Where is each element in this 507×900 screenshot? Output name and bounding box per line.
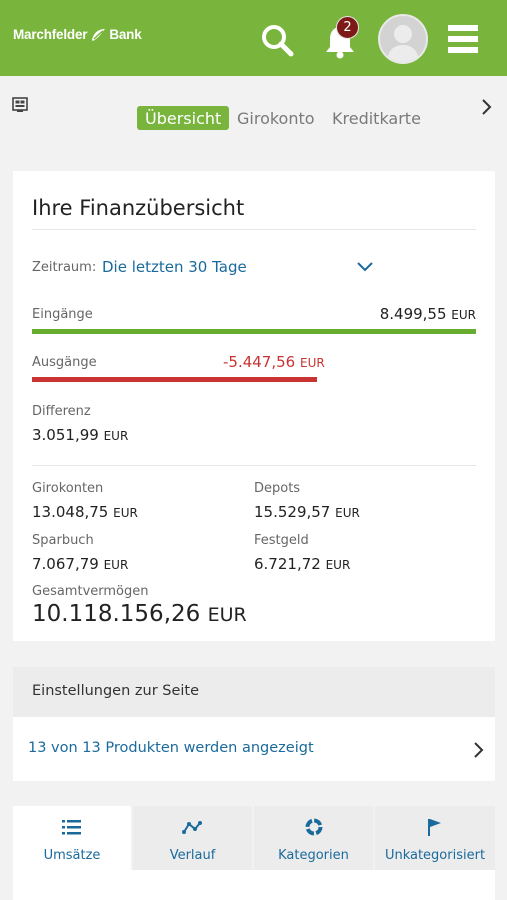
- income-amount: 8.499,55: [379, 305, 447, 323]
- festgeld-label: Festgeld: [254, 533, 309, 548]
- income-label: Eingänge: [32, 307, 93, 322]
- girokonten-amount: 13.048,75: [32, 503, 109, 521]
- depots-label: Depots: [254, 481, 301, 496]
- notification-badge[interactable]: 2: [336, 16, 359, 39]
- festgeld-amount: 6.721,72: [254, 555, 321, 573]
- expense-bar: [32, 377, 317, 382]
- flag-icon: [428, 819, 441, 836]
- difference-amount: 3.051,99: [32, 426, 99, 444]
- logo-text-right: Bank: [109, 27, 142, 42]
- hamburger-menu-icon[interactable]: [448, 25, 478, 53]
- sparbuch-unit: EUR: [103, 558, 129, 572]
- list-icon: [62, 820, 81, 835]
- depots-value: 15.529,57 EUR: [254, 503, 360, 521]
- girokonten-label: Girokonten: [32, 481, 104, 496]
- finance-overview-card: Ihre Finanzübersicht Zeitraum: Die letzt…: [13, 171, 495, 641]
- depots-unit: EUR: [335, 506, 360, 520]
- total-assets-amount: 10.118.156,26: [32, 601, 201, 627]
- tab-girokonto[interactable]: Girokonto: [237, 108, 315, 128]
- girokonten-unit: EUR: [113, 506, 138, 520]
- total-assets-value: 10.118.156,26 EUR: [32, 601, 247, 627]
- card-title: Ihre Finanzübersicht: [32, 196, 245, 220]
- divider: [32, 465, 476, 466]
- dashboard-grid-icon[interactable]: [12, 97, 28, 113]
- donut-chart-icon: [305, 818, 323, 836]
- tab-verlauf-label: Verlauf: [169, 848, 216, 863]
- tab-umsaetze-label: Umsätze: [43, 848, 101, 863]
- sparbuch-value: 7.067,79 EUR: [32, 555, 128, 573]
- tab-unkategorisiert-label: Unkategorisiert: [384, 848, 486, 863]
- search-icon[interactable]: [259, 22, 295, 58]
- expense-unit: EUR: [300, 356, 325, 370]
- products-shown-row[interactable]: 13 von 13 Produkten werden angezeigt: [13, 717, 495, 781]
- app-header: Marchfelder Bank 2: [0, 0, 507, 76]
- leaf-logo-icon: [92, 28, 106, 41]
- tab-verlauf[interactable]: Verlauf: [133, 806, 252, 870]
- income-value: 8.499,55 EUR: [380, 305, 476, 323]
- sparbuch-label: Sparbuch: [32, 533, 94, 548]
- festgeld-value: 6.721,72 EUR: [254, 555, 350, 573]
- tab-umsaetze[interactable]: Umsätze: [13, 806, 131, 870]
- sparbuch-amount: 7.067,79: [32, 555, 99, 573]
- divider: [32, 229, 476, 230]
- chevron-right-icon[interactable]: [478, 98, 494, 116]
- tab-kreditkarte[interactable]: Kreditkarte: [332, 108, 421, 128]
- total-assets-unit: EUR: [207, 604, 247, 626]
- tab-content-panel: [13, 870, 495, 900]
- girokonten-value: 13.048,75 EUR: [32, 503, 138, 521]
- expense-label: Ausgänge: [32, 355, 97, 370]
- bank-logo[interactable]: Marchfelder Bank: [13, 27, 142, 42]
- period-label: Zeitraum:: [32, 260, 97, 275]
- line-chart-icon: [182, 821, 202, 834]
- expense-amount: -5.447,56: [223, 353, 296, 371]
- user-silhouette-icon: [387, 25, 419, 62]
- avatar[interactable]: [378, 14, 428, 64]
- tab-unkategorisiert[interactable]: Unkategorisiert: [375, 806, 495, 870]
- bottom-tab-bar: Umsätze Verlauf Kategorien Unkategorisie…: [13, 806, 495, 900]
- settings-header: Einstellungen zur Seite: [13, 667, 495, 717]
- total-assets-label: Gesamtvermögen: [32, 584, 149, 599]
- tab-uebersicht[interactable]: Übersicht: [137, 106, 230, 130]
- difference-value: 3.051,99 EUR: [32, 426, 128, 444]
- logo-text-left: Marchfelder: [13, 27, 88, 42]
- depots-amount: 15.529,57: [254, 503, 331, 521]
- festgeld-unit: EUR: [325, 558, 351, 572]
- difference-label: Differenz: [32, 404, 91, 419]
- chevron-down-icon[interactable]: [356, 260, 374, 274]
- period-select[interactable]: Die letzten 30 Tage: [102, 258, 247, 276]
- tab-kategorien[interactable]: Kategorien: [254, 806, 373, 870]
- income-bar: [32, 329, 476, 334]
- expense-value: -5.447,56 EUR: [223, 353, 325, 371]
- tab-kategorien-label: Kategorien: [278, 848, 349, 863]
- chevron-right-icon[interactable]: [473, 741, 485, 759]
- difference-unit: EUR: [103, 429, 129, 443]
- products-shown-text[interactable]: 13 von 13 Produkten werden angezeigt: [28, 740, 314, 756]
- settings-title: Einstellungen zur Seite: [32, 683, 200, 699]
- income-unit: EUR: [451, 308, 476, 322]
